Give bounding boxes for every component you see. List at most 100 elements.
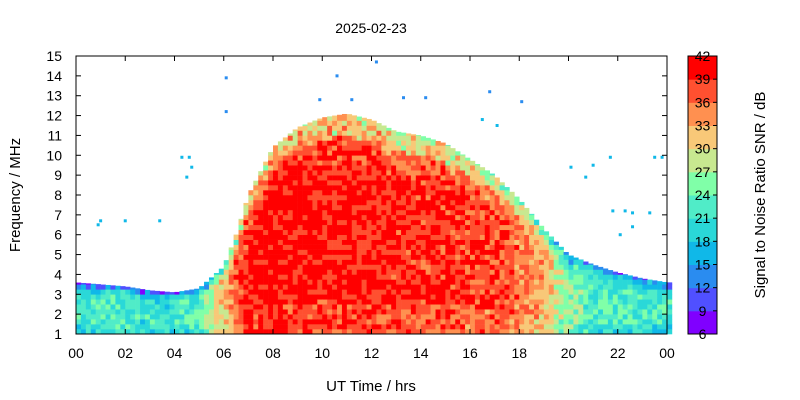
- heatmap-cell: [174, 314, 180, 320]
- heatmap-cell: [553, 289, 559, 295]
- heatmap-cell: [504, 214, 510, 221]
- heatmap-cell: [346, 115, 353, 121]
- heatmap-cell: [410, 234, 417, 240]
- heatmap-cell: [410, 304, 417, 310]
- heatmap-cell: [647, 294, 653, 300]
- heatmap-cell: [662, 309, 668, 315]
- y-tick-label: 6: [54, 227, 62, 243]
- heatmap-cell: [361, 214, 367, 221]
- heatmap-cell: [425, 319, 431, 325]
- heatmap-cell: [548, 299, 555, 305]
- heatmap-cell: [351, 269, 358, 275]
- heatmap-cell: [130, 324, 136, 330]
- heatmap-cell: [277, 229, 284, 236]
- heatmap-cell: [371, 264, 377, 270]
- heatmap-cell: [504, 190, 510, 196]
- colorbar-swatch: [688, 148, 717, 173]
- heatmap-cell: [455, 190, 461, 196]
- heatmap-cell: [450, 309, 456, 315]
- heatmap-cell: [415, 209, 422, 216]
- heatmap-cell: [248, 279, 254, 285]
- heatmap-cell: [386, 239, 392, 245]
- heatmap-cell: [312, 309, 318, 315]
- heatmap-cell: [341, 249, 348, 255]
- heatmap-cell: [420, 165, 426, 171]
- heatmap-cell: [287, 254, 294, 260]
- heatmap-cell: [435, 304, 441, 310]
- heatmap-cell: [292, 294, 298, 300]
- heatmap-cell: [253, 204, 259, 211]
- heatmap-cell: [213, 279, 220, 285]
- heatmap-cell: [465, 219, 471, 226]
- heatmap-cell: [322, 199, 328, 206]
- heatmap-cell: [509, 289, 515, 295]
- heatmap-cell: [258, 279, 264, 285]
- heatmap-cell: [499, 274, 505, 280]
- heatmap-cell: [460, 224, 466, 231]
- heatmap-cell: [538, 234, 545, 240]
- heatmap-cell: [381, 125, 387, 131]
- heatmap-cell: [391, 304, 397, 310]
- heatmap-cell: [642, 324, 648, 330]
- heatmap-cell: [366, 269, 372, 275]
- heatmap-cell: [346, 160, 353, 166]
- heatmap-cell: [396, 155, 402, 161]
- heatmap-cell: [519, 234, 525, 240]
- heatmap-cell: [657, 281, 663, 285]
- heatmap-point: [569, 165, 573, 169]
- heatmap-cell: [346, 239, 353, 245]
- heatmap-cell: [519, 294, 525, 300]
- heatmap-cell: [85, 299, 92, 305]
- heatmap-cell: [356, 180, 362, 186]
- heatmap-cell: [499, 269, 505, 275]
- heatmap-cell: [361, 329, 367, 335]
- heatmap-cell: [273, 329, 279, 335]
- heatmap-cell: [312, 185, 318, 191]
- heatmap-cell: [425, 239, 431, 245]
- heatmap-cell: [410, 150, 417, 156]
- heatmap-cell: [327, 116, 333, 121]
- y-tick-label: 9: [54, 167, 62, 183]
- heatmap-cell: [543, 249, 550, 255]
- heatmap-cell: [268, 224, 274, 231]
- heatmap-cell: [499, 259, 505, 265]
- heatmap-cell: [450, 284, 456, 290]
- heatmap-cell: [415, 284, 422, 290]
- heatmap-cell: [263, 284, 269, 290]
- heatmap-cell: [322, 299, 328, 305]
- heatmap-cell: [494, 279, 500, 285]
- heatmap-cell: [479, 214, 486, 221]
- heatmap-cell: [213, 324, 220, 330]
- heatmap-cell: [346, 199, 353, 206]
- heatmap-cell: [642, 329, 648, 335]
- heatmap-cell: [228, 329, 234, 335]
- heatmap-cell: [179, 294, 185, 300]
- heatmap-cell: [470, 264, 476, 270]
- heatmap-cell: [479, 219, 486, 226]
- heatmap-cell: [110, 309, 116, 315]
- heatmap-cell: [460, 319, 466, 325]
- heatmap-cell: [568, 259, 574, 265]
- heatmap-cell: [499, 279, 505, 285]
- heatmap-cell: [282, 170, 289, 176]
- heatmap-cell: [85, 283, 92, 285]
- heatmap-cell: [341, 259, 348, 265]
- heatmap-cell: [494, 195, 500, 201]
- heatmap-cell: [366, 314, 372, 320]
- heatmap-cell: [90, 319, 96, 325]
- heatmap-cell: [332, 214, 338, 221]
- heatmap-cell: [307, 304, 313, 310]
- heatmap-cell: [322, 117, 328, 121]
- heatmap-cell: [568, 289, 574, 295]
- heatmap-cell: [602, 299, 609, 305]
- heatmap-cell: [277, 190, 284, 196]
- heatmap-cell: [292, 244, 298, 250]
- heatmap-cell: [263, 204, 269, 211]
- heatmap-cell: [302, 160, 308, 166]
- heatmap-cell: [632, 304, 638, 310]
- heatmap-cell: [460, 209, 466, 216]
- heatmap-cell: [470, 299, 476, 305]
- heatmap-cell: [410, 284, 417, 290]
- heatmap-cell: [470, 304, 476, 310]
- heatmap-cell: [140, 314, 146, 320]
